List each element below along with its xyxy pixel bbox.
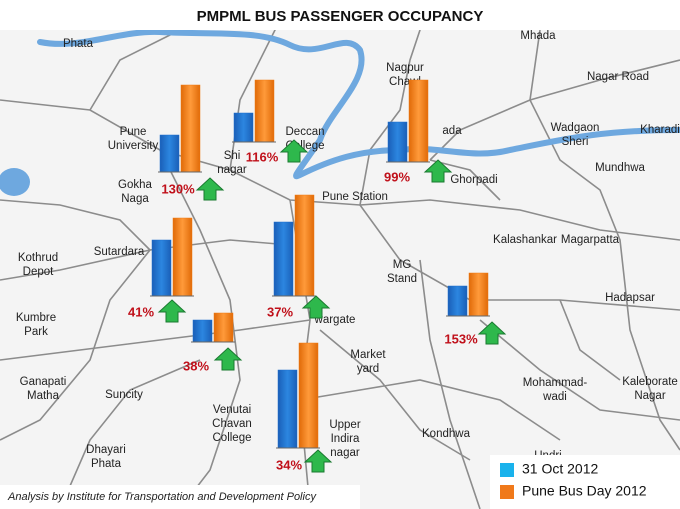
place-label: nagar	[330, 447, 360, 459]
place-label: Kaleborate	[622, 376, 678, 388]
lake	[0, 168, 30, 196]
bar	[277, 369, 298, 449]
bar	[387, 121, 408, 163]
bar	[294, 194, 315, 297]
place-label: Mhada	[520, 30, 556, 42]
bar	[180, 84, 201, 173]
place-label: Shi	[224, 150, 241, 162]
place-label: Wadgaon	[551, 122, 600, 134]
place-label: Phata	[91, 458, 122, 470]
place-label: Kumbre	[16, 312, 56, 324]
place-label: Suncity	[105, 389, 143, 401]
title-band	[0, 0, 680, 30]
place-label: Hadapsar	[605, 292, 655, 304]
legend: 31 Oct 2012 Pune Bus Day 2012	[500, 461, 647, 499]
change-label: 37%	[267, 304, 293, 319]
up-arrow	[213, 347, 243, 371]
place-label: wadi	[542, 391, 567, 403]
place-label: University	[108, 140, 159, 152]
place-label: yard	[357, 363, 379, 375]
place-label: wargate	[314, 314, 356, 326]
place-label: College	[213, 432, 252, 444]
legend-label: 31 Oct 2012	[522, 461, 598, 477]
up-arrow	[279, 139, 309, 163]
bar	[408, 79, 429, 163]
change-label: 34%	[276, 457, 302, 472]
bar	[273, 221, 294, 297]
up-arrow	[301, 295, 331, 319]
place-label: Market	[350, 349, 386, 361]
place-label: Indira	[331, 433, 360, 445]
bar	[254, 79, 275, 143]
place-label: Kondhwa	[422, 428, 471, 440]
bar	[192, 319, 213, 343]
place-label: Venutai	[213, 404, 251, 416]
bar-groups: 130% 116% 99% 41% 37% 38% 153% 34%	[128, 79, 507, 473]
legend-swatch	[500, 463, 514, 477]
place-label: Upper	[329, 419, 360, 431]
place-label: Mundhwa	[595, 162, 645, 174]
place-label: Nagpur	[386, 62, 424, 74]
bar	[213, 312, 234, 343]
place-label: Nagar	[634, 390, 665, 402]
up-arrow	[303, 449, 333, 473]
footnote: Analysis by Institute for Transportation…	[7, 491, 317, 503]
change-label: 41%	[128, 304, 154, 319]
place-label: Depot	[23, 266, 54, 278]
bar	[298, 342, 319, 449]
bar	[172, 217, 193, 297]
place-label: Park	[24, 326, 48, 338]
change-label: 38%	[183, 358, 209, 373]
place-label: Stand	[387, 273, 417, 285]
change-label: 130%	[161, 181, 195, 196]
bar	[159, 134, 180, 173]
bar	[447, 285, 468, 317]
place-label: Kothrud	[18, 252, 58, 264]
place-label: Phata	[63, 38, 94, 50]
bar	[468, 272, 489, 317]
place-label: Dhayari	[86, 444, 126, 456]
place-label: Pune Station	[322, 191, 388, 203]
bar	[233, 112, 254, 143]
place-label: Gokha	[118, 179, 152, 191]
place-label: ada	[442, 125, 462, 137]
place-label: Ganapati	[20, 376, 67, 388]
place-label: Ghorpadi	[450, 174, 497, 186]
place-label: Sheri	[562, 136, 589, 148]
place-label: nagar	[217, 164, 247, 176]
up-arrow	[195, 177, 225, 201]
place-label: Kalashankar	[493, 234, 557, 246]
footnote-band	[0, 485, 360, 509]
change-label: 99%	[384, 169, 410, 184]
place-label: Pune	[120, 126, 147, 138]
place-label: Sutardara	[94, 246, 145, 258]
legend-swatch	[500, 485, 514, 499]
up-arrow	[157, 299, 187, 323]
place-label: Kharadi	[640, 124, 680, 136]
change-label: 153%	[444, 331, 478, 346]
legend-label: Pune Bus Day 2012	[522, 483, 647, 499]
river	[37, 28, 680, 180]
legend-box	[490, 455, 680, 509]
place-label: Chavan	[212, 418, 252, 430]
up-arrow	[477, 321, 507, 345]
place-label: Matha	[27, 390, 60, 402]
place-label: Nagar Road	[587, 71, 649, 83]
place-label: Magarpatta	[561, 234, 620, 246]
place-label: Naga	[121, 193, 149, 205]
up-arrow	[423, 159, 453, 183]
place-labels: Phata Pune University Gokha Naga Shi nagar Decc…	[16, 30, 680, 470]
place-label: Deccan	[286, 126, 325, 138]
place-label: Mohammad-	[523, 377, 588, 389]
place-label: MG	[393, 259, 412, 271]
bar	[151, 239, 172, 297]
title: PMPML BUS PASSENGER OCCUPANCY	[197, 8, 484, 25]
change-label: 116%	[246, 149, 279, 164]
